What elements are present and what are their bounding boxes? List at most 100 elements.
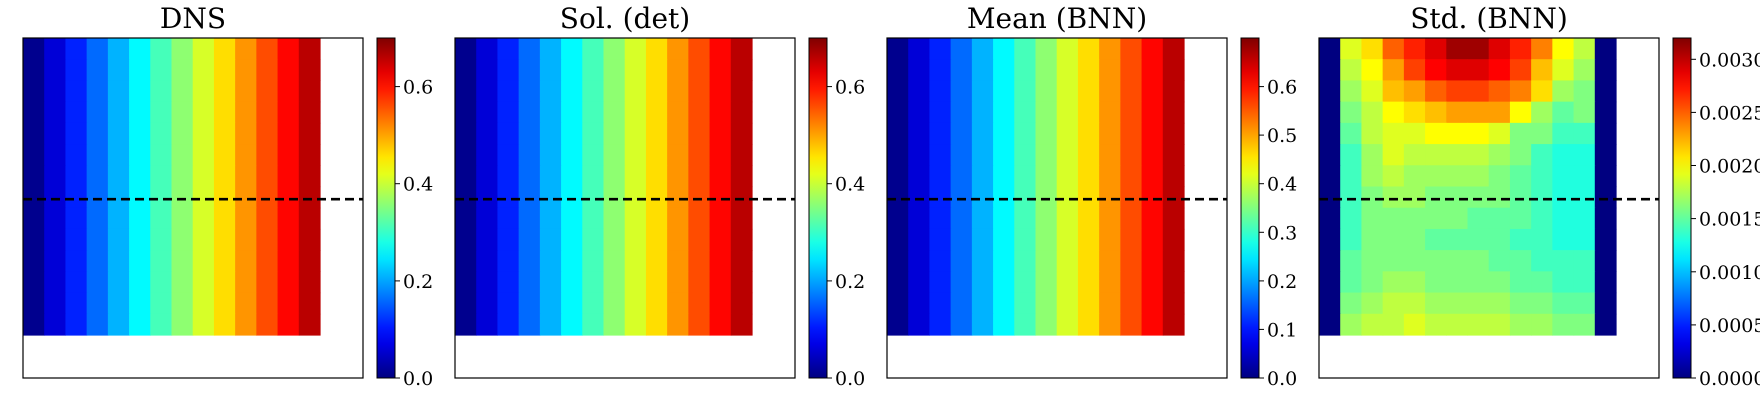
heatmap-cell xyxy=(624,122,647,145)
heatmap-cell xyxy=(65,59,88,82)
heatmap-cell xyxy=(993,144,1015,166)
heatmap-cell xyxy=(645,292,668,315)
heatmap-cell xyxy=(192,59,215,82)
heatmap-cell xyxy=(476,228,499,251)
heatmap-cell xyxy=(1382,101,1405,124)
heatmap-cell xyxy=(950,292,973,315)
heatmap-cell xyxy=(1573,101,1596,124)
heatmap-cell xyxy=(688,186,711,209)
heatmap-cell xyxy=(993,292,1015,315)
heatmap-cell xyxy=(518,228,541,251)
heatmap-cell xyxy=(1056,313,1079,336)
heatmap-cell xyxy=(709,165,732,188)
heatmap-cell xyxy=(298,313,321,336)
heatmap-cell xyxy=(23,250,45,272)
heatmap-cell xyxy=(1403,228,1426,251)
heatmap-cell xyxy=(1162,59,1185,82)
heatmap-cell xyxy=(1552,313,1575,336)
heatmap-cell xyxy=(929,101,952,124)
heatmap-cell xyxy=(971,38,994,60)
heatmap-cell xyxy=(44,144,67,166)
heatmap-cell xyxy=(1340,250,1363,272)
heatmap-cell xyxy=(256,207,279,230)
heatmap-cell xyxy=(213,207,236,230)
heatmap-cell xyxy=(887,101,909,124)
heatmap-cell xyxy=(1162,80,1185,103)
heatmap-cell xyxy=(730,313,753,336)
heatmap-cell xyxy=(1340,59,1363,82)
heatmap-cell xyxy=(1425,38,1447,60)
heatmap-cell xyxy=(44,101,67,124)
colorbar-tick-label: 0.0020 xyxy=(1699,156,1760,178)
heatmap-cell xyxy=(645,38,668,60)
heatmap-cell xyxy=(582,313,605,336)
heatmap-cell xyxy=(298,186,321,209)
heatmap-cell xyxy=(277,186,300,209)
heatmap-cell xyxy=(518,313,541,336)
heatmap-cell xyxy=(730,292,753,315)
heatmap-cell xyxy=(86,186,109,209)
heatmap-cell xyxy=(1573,144,1596,166)
heatmap-cell xyxy=(107,186,130,209)
heatmap-cell xyxy=(213,250,236,272)
heatmap-cell xyxy=(1552,80,1575,103)
heatmap-cell xyxy=(688,165,711,188)
heatmap-cell xyxy=(518,250,541,272)
heatmap-cell xyxy=(44,38,67,60)
heatmap-cell xyxy=(709,101,732,124)
heatmap-cell xyxy=(129,59,151,82)
heatmap-cell xyxy=(23,228,45,251)
heatmap-cell xyxy=(1162,144,1185,166)
heatmap-cell xyxy=(107,165,130,188)
heatmap-cell xyxy=(1573,165,1596,188)
heatmap-cell xyxy=(624,207,647,230)
heatmap-cell xyxy=(171,186,194,209)
heatmap-cell xyxy=(1425,271,1447,294)
heatmap-cell xyxy=(1162,292,1185,315)
heatmap-cell xyxy=(235,144,257,166)
heatmap-cell xyxy=(1509,228,1532,251)
heatmap-cell xyxy=(1573,186,1596,209)
heatmap-cell xyxy=(1120,144,1143,166)
heatmap-cell xyxy=(256,144,279,166)
heatmap-cell xyxy=(1573,250,1596,272)
heatmap-cell xyxy=(1403,80,1426,103)
heatmap-cell xyxy=(1488,165,1511,188)
heatmap-cell xyxy=(582,38,605,60)
heatmap-cell xyxy=(150,313,173,336)
heatmap-cell xyxy=(1035,250,1058,272)
heatmap-cell xyxy=(298,38,321,60)
heatmap-cell xyxy=(213,228,236,251)
heatmap-cell xyxy=(1488,122,1511,145)
heatmap-cell xyxy=(1120,122,1143,145)
heatmap-cell xyxy=(1340,101,1363,124)
heatmap-cell xyxy=(1552,144,1575,166)
heatmap-cell xyxy=(1488,292,1511,315)
heatmap-cell xyxy=(730,186,753,209)
heatmap-cell xyxy=(277,292,300,315)
heatmap-cell xyxy=(971,228,994,251)
heatmap-cell xyxy=(23,101,45,124)
heatmap-cell xyxy=(1340,38,1363,60)
heatmap-cell xyxy=(86,122,109,145)
heatmap-cell xyxy=(1382,250,1405,272)
heatmap-cell xyxy=(256,313,279,336)
heatmap-cell xyxy=(561,186,583,209)
heatmap-cell xyxy=(688,271,711,294)
heatmap-cell xyxy=(561,271,583,294)
colorbar xyxy=(376,37,396,379)
heatmap-cell xyxy=(1531,313,1553,336)
heatmap-cell xyxy=(887,292,909,315)
heatmap-cell xyxy=(1014,186,1037,209)
heatmap-cell xyxy=(298,122,321,145)
heatmap-cell xyxy=(603,38,626,60)
heatmap-cell xyxy=(1531,80,1553,103)
heatmap-cell xyxy=(23,122,45,145)
heatmap-cell xyxy=(582,144,605,166)
heatmap-cell xyxy=(1552,165,1575,188)
heatmap-cell xyxy=(1099,250,1121,272)
heatmap-cell xyxy=(971,186,994,209)
heatmap-cell xyxy=(1467,207,1490,230)
heatmap-cell xyxy=(624,38,647,60)
heatmap-cell xyxy=(213,186,236,209)
